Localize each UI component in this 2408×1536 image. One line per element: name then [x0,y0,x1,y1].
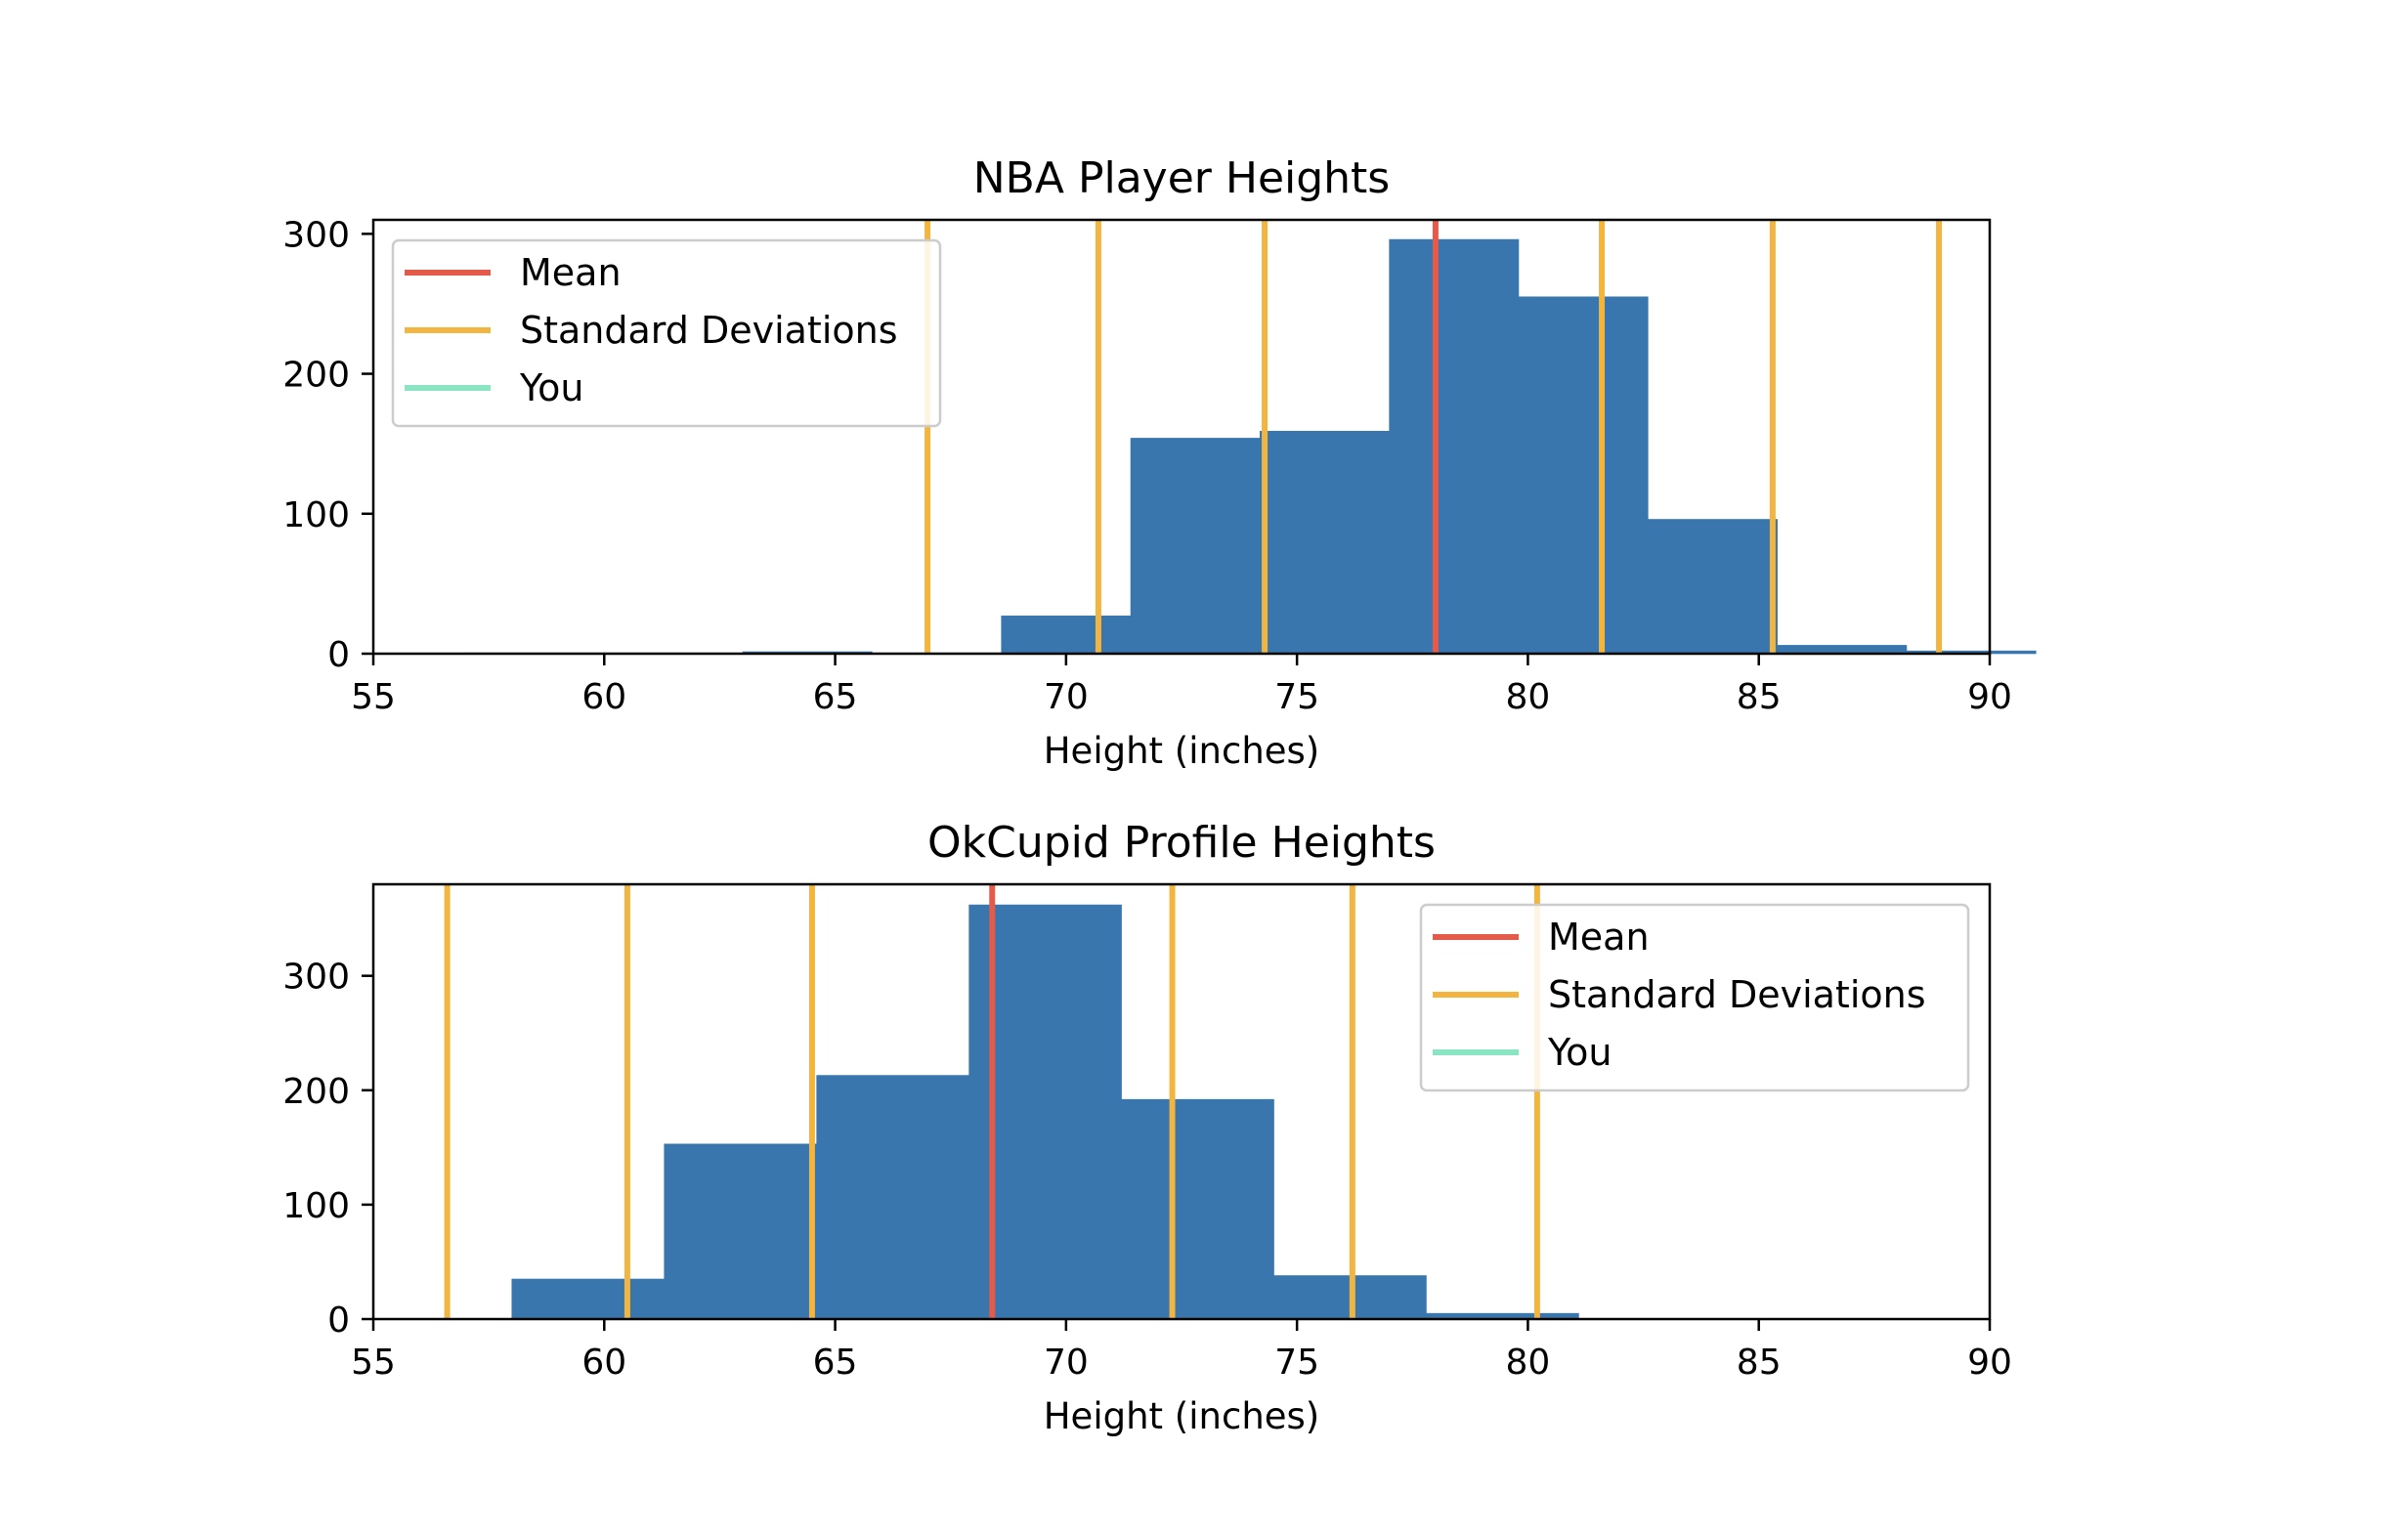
y-tick-label: 100 [282,495,350,535]
x-tick-label: 85 [1737,1343,1782,1383]
x-tick-label: 75 [1274,677,1319,717]
y-tick-label: 200 [282,1072,350,1112]
x-tick-label: 55 [351,1343,396,1383]
histogram-bar [511,1278,666,1320]
y-tick-label: 0 [327,635,350,675]
histogram-bar [1121,1098,1274,1320]
legend-label: You [519,366,584,409]
chart-title: NBA Player Heights [973,153,1390,203]
histogram-bar [1260,430,1390,655]
x-tick-label: 90 [1967,1343,2012,1383]
x-tick-label: 85 [1737,677,1782,717]
legend-label: Mean [1548,916,1650,959]
legend-label: Standard Deviations [1548,973,1926,1016]
x-tick-label: 70 [1044,1343,1089,1383]
histogram-bar [1518,296,1649,655]
legend-label: You [1547,1031,1612,1074]
histogram-bar [1647,519,1778,655]
x-tick-label: 80 [1506,677,1551,717]
y-tick-label: 100 [282,1186,350,1226]
histogram-bar [1001,616,1132,655]
y-tick-label: 200 [282,356,350,396]
legend: Mean Standard Deviations You [391,238,942,428]
legend-label: Mean [520,251,622,294]
x-tick-label: 70 [1044,677,1089,717]
x-tick-label: 90 [1967,677,2012,717]
chart-title: OkCupid Profile Heights [927,818,1436,868]
legend: Mean Standard Deviations You [1419,903,1970,1092]
x-tick-label: 80 [1506,1343,1551,1383]
histogram-bar [664,1143,817,1320]
y-tick-label: 300 [282,958,350,998]
histogram-bar [1130,438,1261,655]
histogram-bar [1389,238,1520,655]
y-tick-label: 0 [327,1301,350,1341]
plot-frame [371,882,1992,1321]
x-axis-label: Height (inches) [1044,730,1320,772]
legend-box [1419,903,1970,1092]
x-tick-label: 55 [351,677,396,717]
okcupid-heights-panel: 55 60 65 70 75 80 85 90 0 100 200 300 OkCupid Profil… [282,818,2012,1437]
x-tick-label: 75 [1274,1343,1319,1383]
x-tick-label: 65 [813,1343,858,1383]
legend-label: Standard Deviations [520,309,898,352]
x-tick-label: 60 [581,677,626,717]
legend-box [391,238,942,428]
nba-heights-panel: 55 60 65 70 75 80 85 90 0 100 200 300 NBA Player Hei… [282,153,2037,772]
x-tick-label: 65 [813,677,858,717]
y-tick-label: 300 [282,215,350,255]
histogram-bar [1777,645,1908,655]
x-tick-label: 60 [581,1343,626,1383]
x-axis-label: Height (inches) [1044,1395,1320,1437]
histogram-bar [816,1075,969,1320]
plot-frame [371,218,1992,656]
